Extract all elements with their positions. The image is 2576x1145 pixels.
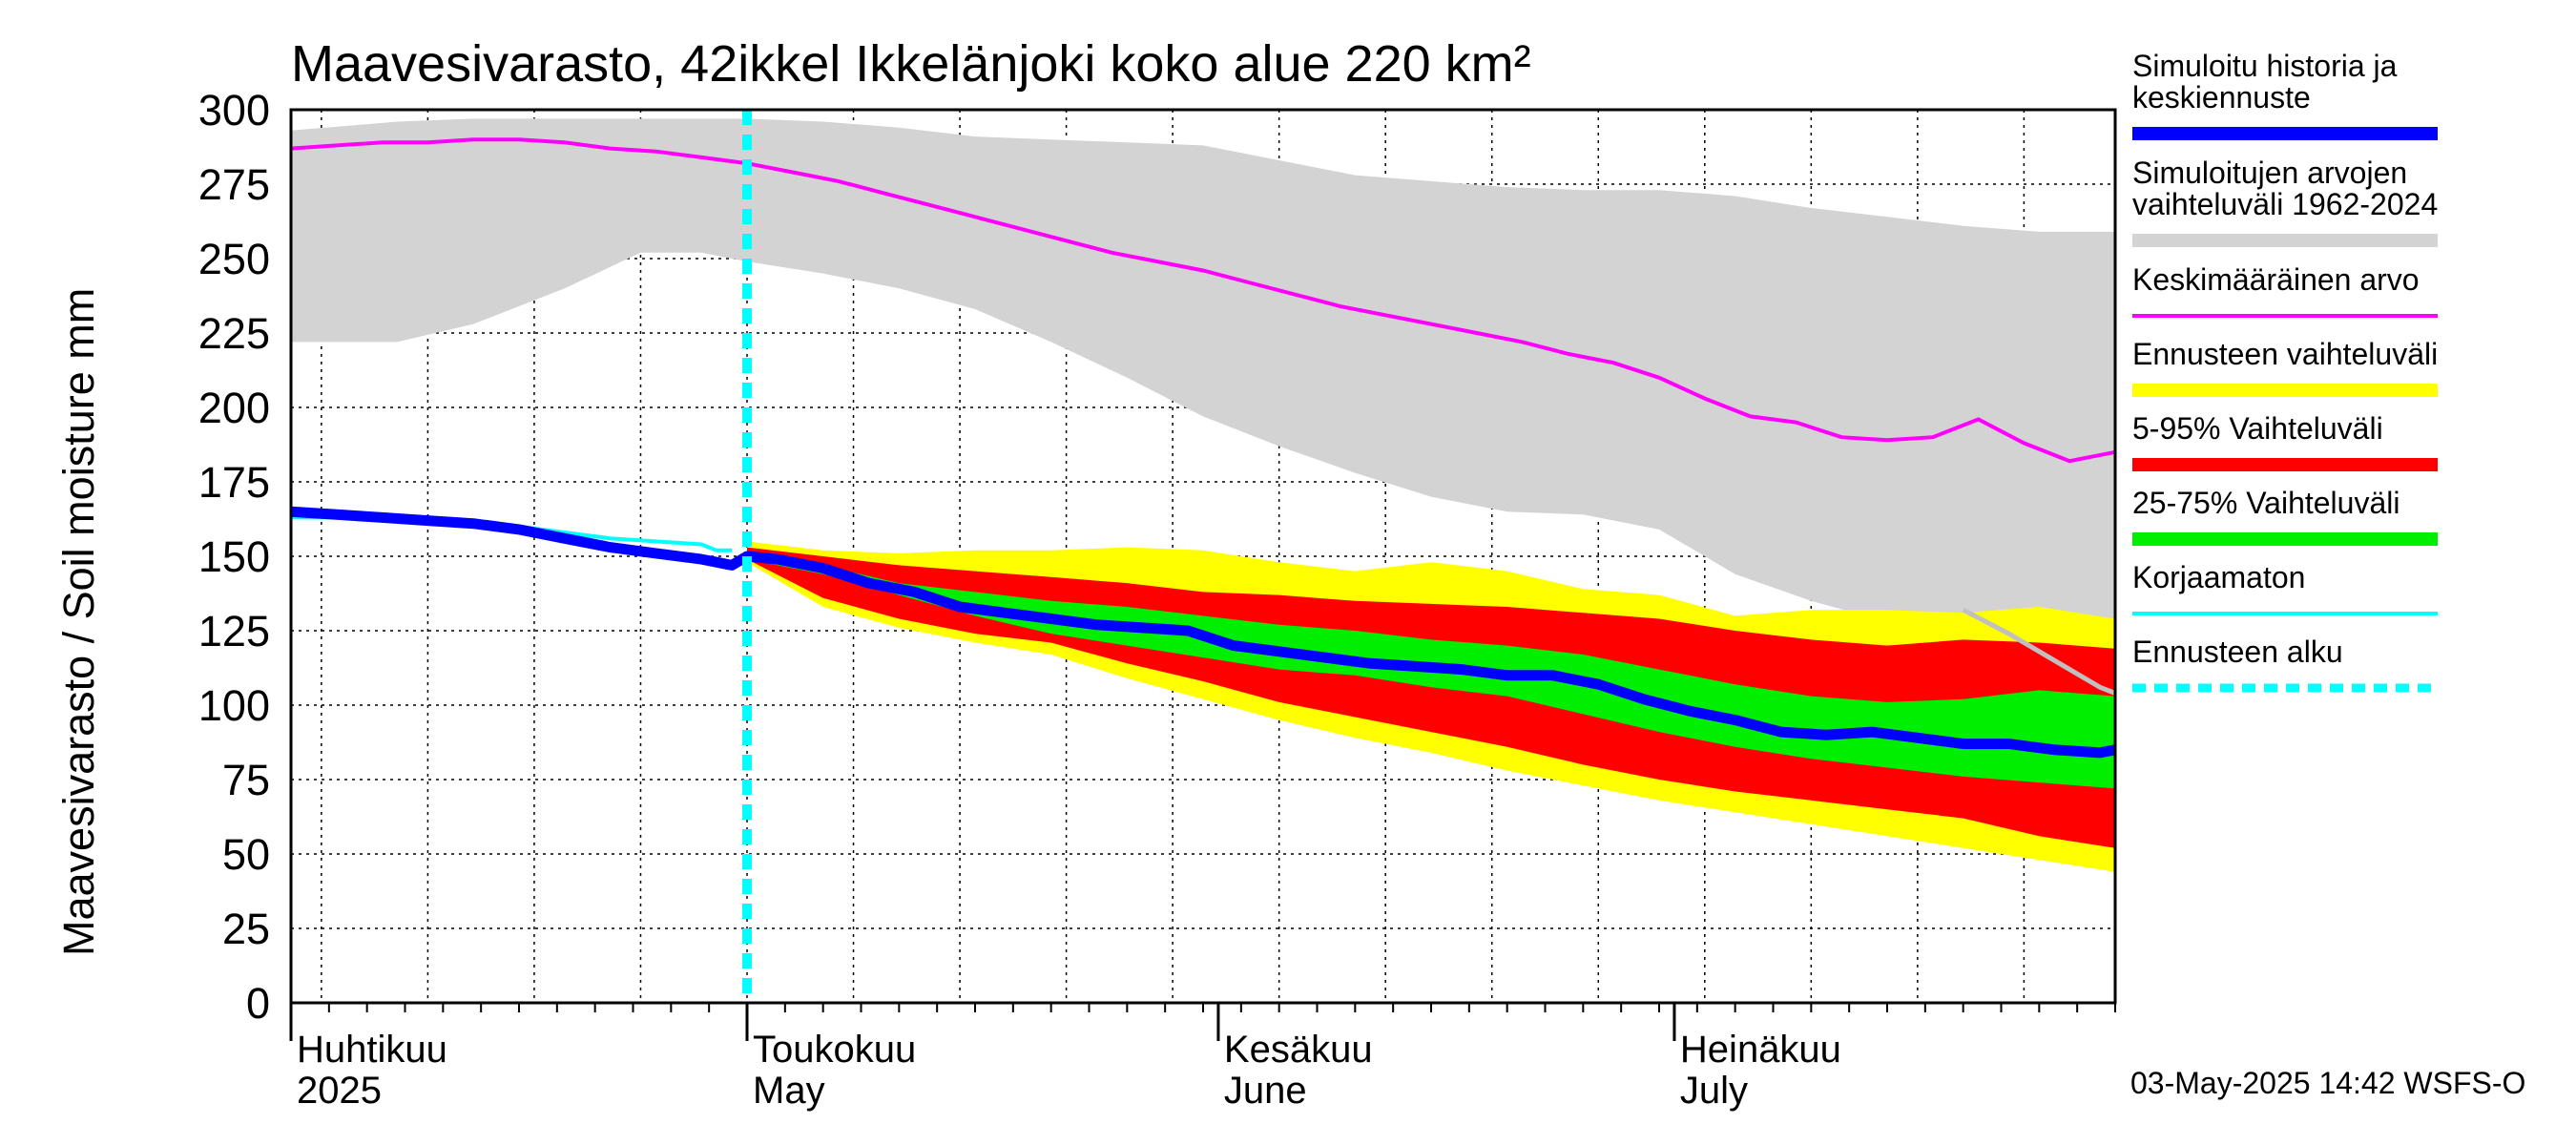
y-tick-label: 125 — [198, 607, 270, 656]
month-label-fi: Toukokuu — [753, 1029, 916, 1071]
y-tick-label: 0 — [246, 979, 270, 1028]
y-tick-label: 275 — [198, 160, 270, 209]
y-tick-label: 300 — [198, 86, 270, 135]
sim-history-forecast-line — [290, 506, 2117, 759]
series-lines — [290, 110, 2117, 1003]
month-label-fi: Kesäkuu — [1224, 1029, 1373, 1071]
band-areas — [291, 118, 2115, 872]
y-tick-label: 75 — [222, 756, 270, 804]
y-tick-label: 200 — [198, 384, 270, 432]
legend-label: Simuloitujen arvojen — [2132, 156, 2407, 190]
legend-label: 5-95% Vaihteluväli — [2132, 411, 2383, 446]
y-ticks: 0 25 50 75 100 125 150 175 200 225 250 275 300 — [198, 86, 270, 1028]
month-label-en: June — [1224, 1070, 1307, 1112]
y-tick-label: 175 — [198, 458, 270, 507]
mean-line — [290, 137, 2116, 464]
chart-title: Maavesivarasto, 42ikkel Ikkelänjoki koko… — [291, 35, 1531, 93]
legend-label: Keskimääräinen arvo — [2132, 262, 2420, 297]
legend-label: Ennusteen alku — [2132, 635, 2343, 669]
x-ticks — [289, 1003, 2116, 1041]
footer-timestamp: 03-May-2025 14:42 WSFS-O — [2130, 1066, 2525, 1100]
y-tick-label: 225 — [198, 309, 270, 358]
month-label-en: 2025 — [297, 1070, 382, 1112]
month-label-fi: Huhtikuu — [297, 1029, 447, 1071]
y-tick-label: 250 — [198, 235, 270, 283]
plot-frame — [289, 108, 2117, 1005]
grey-tail-line — [1962, 607, 2116, 696]
y-tick-label: 150 — [198, 532, 270, 581]
y-tick-label: 100 — [198, 681, 270, 730]
y-axis-label: Maavesivarasto / Soil moisture mm — [54, 288, 103, 956]
uncorrected-line — [291, 515, 733, 552]
legend-label: Korjaamaton — [2132, 560, 2305, 594]
y-tick-label: 25 — [222, 905, 270, 953]
legend-label: vaihteluväli 1962-2024 — [2132, 187, 2438, 221]
legend-label: Simuloitu historia ja — [2132, 49, 2398, 83]
month-label-fi: Heinäkuu — [1680, 1029, 1841, 1071]
y-tick-label: 50 — [222, 830, 270, 879]
legend-label: keskiennuste — [2132, 80, 2311, 114]
legend-label: 25-75% Vaihteluväli — [2132, 486, 2399, 520]
legend-label: Ennusteen vaihteluväli — [2132, 337, 2438, 371]
month-label-en: May — [753, 1070, 825, 1112]
month-label-en: July — [1680, 1070, 1748, 1112]
